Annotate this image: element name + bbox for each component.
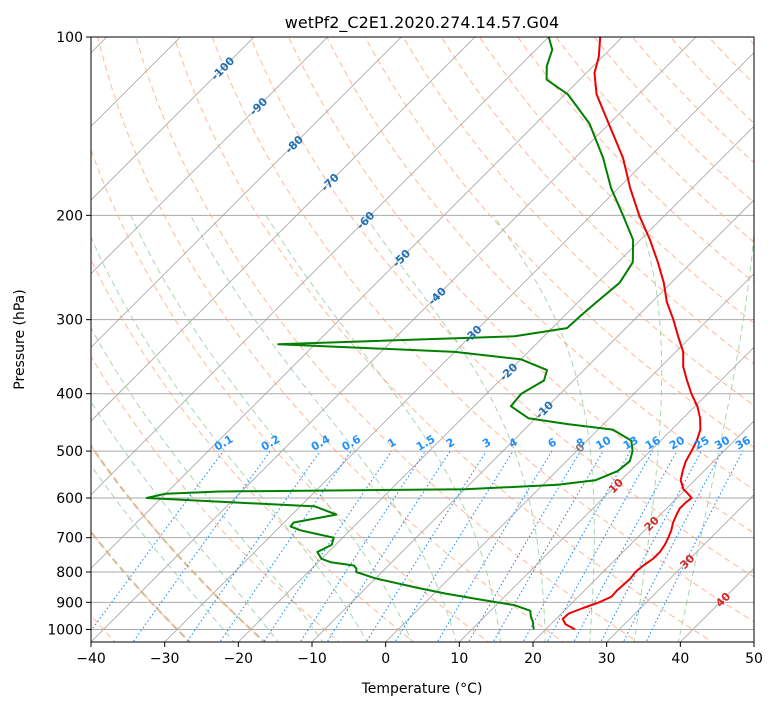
dry-adiabat-line bbox=[91, 258, 415, 642]
isotherm-line bbox=[91, 37, 697, 642]
moist-adiabat-line bbox=[91, 327, 324, 642]
mixing-ratio-line bbox=[91, 450, 224, 632]
x-tick-label: −20 bbox=[224, 651, 254, 667]
mixing-ratio-line bbox=[299, 450, 426, 642]
y-tick-label: 900 bbox=[56, 595, 83, 611]
moist-adiabat-line bbox=[91, 400, 279, 642]
isotherm-line bbox=[91, 37, 624, 570]
isotherm-line bbox=[311, 199, 754, 642]
x-tick-label: 0 bbox=[381, 651, 390, 667]
mixing-ratio-line bbox=[365, 450, 487, 642]
dry-adiabat-line bbox=[631, 37, 754, 164]
mixing-ratio-line bbox=[573, 450, 678, 642]
moist-adiabat-line bbox=[91, 464, 235, 642]
mixing-ratio-line bbox=[467, 450, 581, 642]
background-adiabat-line bbox=[91, 530, 192, 642]
isotherm-line bbox=[237, 125, 754, 642]
y-tick-label: 700 bbox=[56, 531, 83, 547]
isotherm-line bbox=[91, 37, 403, 349]
temperature-profile-line bbox=[561, 37, 702, 631]
dry-adiabat-line bbox=[478, 37, 754, 324]
x-tick-label: −30 bbox=[150, 651, 180, 667]
moist-adiabat-line bbox=[130, 215, 413, 642]
moist-adiabat-line bbox=[190, 215, 457, 642]
moist-adiabat-line bbox=[265, 215, 502, 642]
mixing-ratio-line bbox=[263, 450, 393, 642]
axes-layer: −40 −30 −20 −10 0 10 20 30 40 50 100 200 300 400 500 60… bbox=[47, 30, 763, 667]
chart-title: wetPf2_C2E1.2020.274.14.57.G04 bbox=[285, 13, 559, 33]
isotherm-line bbox=[91, 37, 476, 422]
dry-adiabat-line bbox=[364, 37, 754, 448]
mixing-ratio-line bbox=[622, 450, 723, 642]
isotherm-line bbox=[384, 272, 754, 642]
y-tick-label: 1000 bbox=[47, 622, 83, 638]
dry-adiabat-line bbox=[440, 37, 754, 365]
background-adiabat-line bbox=[91, 444, 267, 642]
y-tick-label: 400 bbox=[56, 387, 83, 403]
y-tick-label: 500 bbox=[56, 444, 83, 460]
isotherm-line bbox=[458, 346, 754, 642]
plot-frame bbox=[90, 36, 755, 643]
y-tick-label: 200 bbox=[56, 208, 83, 224]
y-axis-label: Pressure (hPa) bbox=[12, 289, 28, 389]
moist-adiabat-line bbox=[91, 236, 368, 642]
y-tick-label: 100 bbox=[56, 30, 83, 46]
grid-layer bbox=[91, 37, 754, 642]
mixing-ratio-line bbox=[326, 450, 451, 642]
x-tick-label: 30 bbox=[598, 651, 616, 667]
x-axis-label: Temperature (°C) bbox=[361, 681, 483, 697]
dry-adiabat-line bbox=[593, 37, 754, 203]
mixing-ratio-line bbox=[186, 450, 321, 642]
mixing-ratio-line bbox=[600, 450, 702, 642]
isotherm-line bbox=[605, 493, 754, 642]
y-tick-label: 300 bbox=[56, 313, 83, 329]
mixing-ratio-line bbox=[132, 450, 271, 642]
x-tick-label: 20 bbox=[524, 651, 542, 667]
mixing-ratio-line bbox=[394, 450, 514, 642]
y-tick-label: 800 bbox=[56, 565, 83, 581]
dewpoint-profile-line bbox=[145, 37, 635, 630]
x-tick-label: 10 bbox=[450, 651, 468, 667]
dry-adiabat-line bbox=[288, 37, 754, 534]
moist-adiabat-line bbox=[364, 215, 546, 642]
isotherm-line bbox=[91, 37, 329, 275]
x-tick-label: −40 bbox=[76, 651, 106, 667]
data-layer bbox=[145, 37, 702, 631]
moist-adiabat-line bbox=[492, 215, 595, 642]
dry-adiabat-line bbox=[97, 37, 565, 642]
x-tick-label: 50 bbox=[745, 651, 763, 667]
dry-adiabat-line bbox=[135, 37, 639, 642]
isotherm-line bbox=[91, 37, 550, 496]
y-tick-label: 600 bbox=[56, 491, 83, 507]
x-tick-label: 40 bbox=[671, 651, 689, 667]
dry-adiabat-line bbox=[91, 148, 490, 642]
isotherm-line bbox=[532, 420, 754, 642]
dry-adiabat-line bbox=[173, 37, 714, 642]
isotherm-line bbox=[91, 37, 255, 201]
mixing-ratio-line bbox=[219, 450, 352, 642]
dry-adiabat-line bbox=[402, 37, 754, 406]
x-tick-label: −10 bbox=[297, 651, 327, 667]
moist-adiabat-line bbox=[633, 215, 663, 642]
